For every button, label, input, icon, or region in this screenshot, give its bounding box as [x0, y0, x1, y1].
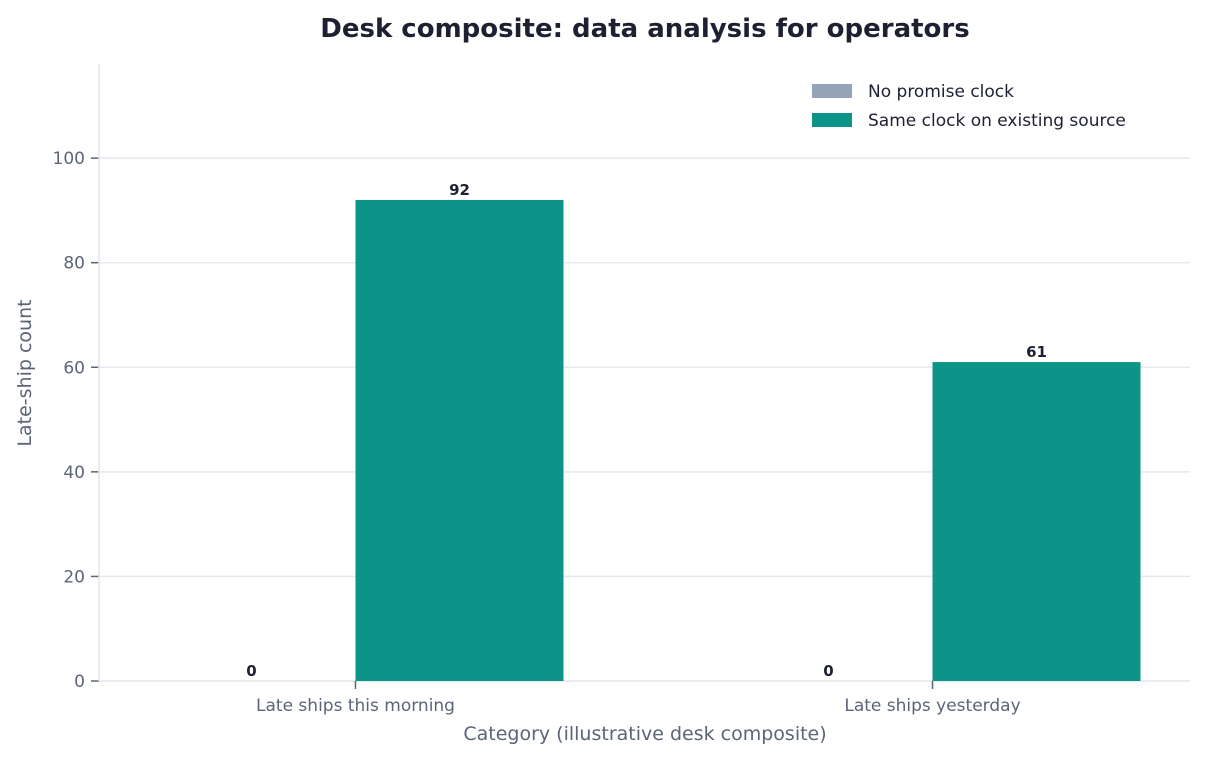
bar: [932, 362, 1141, 681]
data-labels: 0 92 0 61: [246, 181, 1047, 680]
tick-labels: 0 20 40 60 80 100 Late ships this morning Late …: [53, 149, 1021, 716]
y-tick-label: 100: [53, 149, 85, 169]
x-axis-label: Category (illustrative desk composite): [463, 723, 826, 745]
bars: [355, 199, 1141, 681]
legend-swatch: [812, 113, 852, 127]
y-tick-label: 40: [63, 463, 85, 483]
data-label: 0: [246, 662, 256, 680]
y-axis-label: Late-ship count: [14, 299, 36, 446]
legend-label: Same clock on existing source: [868, 111, 1126, 131]
y-tick-label: 0: [74, 672, 85, 692]
y-tick-label: 60: [63, 358, 85, 378]
data-label: 61: [1026, 343, 1047, 361]
x-tick-label: Late ships this morning: [256, 696, 455, 716]
y-tick-label: 20: [63, 567, 85, 587]
bar: [355, 199, 564, 681]
x-tick-label: Late ships yesterday: [844, 696, 1020, 716]
legend-swatch: [812, 84, 852, 98]
chart-title: Desk composite: data analysis for operat…: [320, 14, 969, 44]
data-label: 92: [449, 181, 470, 199]
legend-label: No promise clock: [868, 82, 1014, 102]
data-label: 0: [823, 662, 833, 680]
y-tick-label: 80: [63, 254, 85, 274]
legend: No promise clock Same clock on existing s…: [812, 82, 1126, 131]
